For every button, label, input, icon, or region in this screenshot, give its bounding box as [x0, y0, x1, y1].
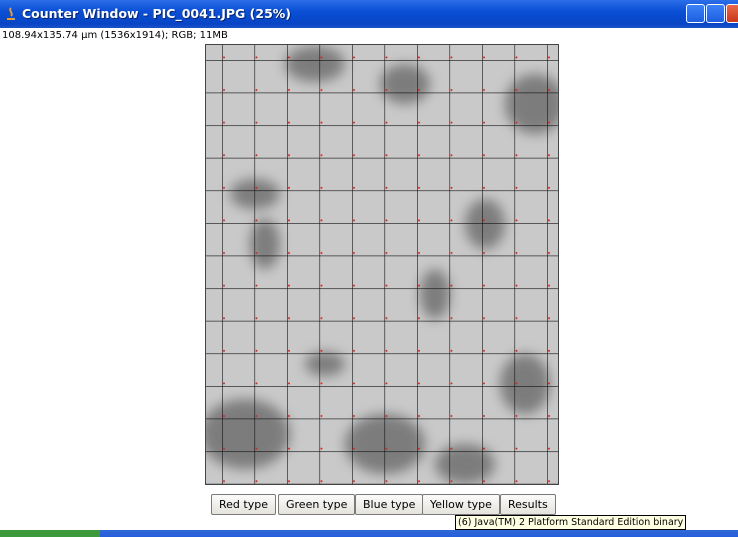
- counter-button[interactable]: Results: [500, 494, 556, 515]
- counter-button[interactable]: Green type: [278, 494, 356, 515]
- image-canvas[interactable]: [205, 44, 559, 485]
- window-title: Counter Window - PIC_0041.JPG (25%): [22, 6, 292, 21]
- maximize-button[interactable]: [706, 4, 725, 23]
- counter-button[interactable]: Blue type: [355, 494, 424, 515]
- close-button[interactable]: [726, 4, 738, 23]
- java-icon: [7, 7, 15, 20]
- image-info: 108.94x135.74 µm (1536x1914); RGB; 11MB: [2, 30, 228, 41]
- tooltip: (6) Java(TM) 2 Platform Standard Edition…: [455, 515, 687, 530]
- counter-button[interactable]: Red type: [211, 494, 276, 515]
- minimize-button[interactable]: [686, 4, 705, 23]
- taskbar: [0, 530, 738, 537]
- title-bar: Counter Window - PIC_0041.JPG (25%): [0, 0, 738, 28]
- counter-button[interactable]: Yellow type: [422, 494, 500, 515]
- start-button[interactable]: [0, 530, 100, 537]
